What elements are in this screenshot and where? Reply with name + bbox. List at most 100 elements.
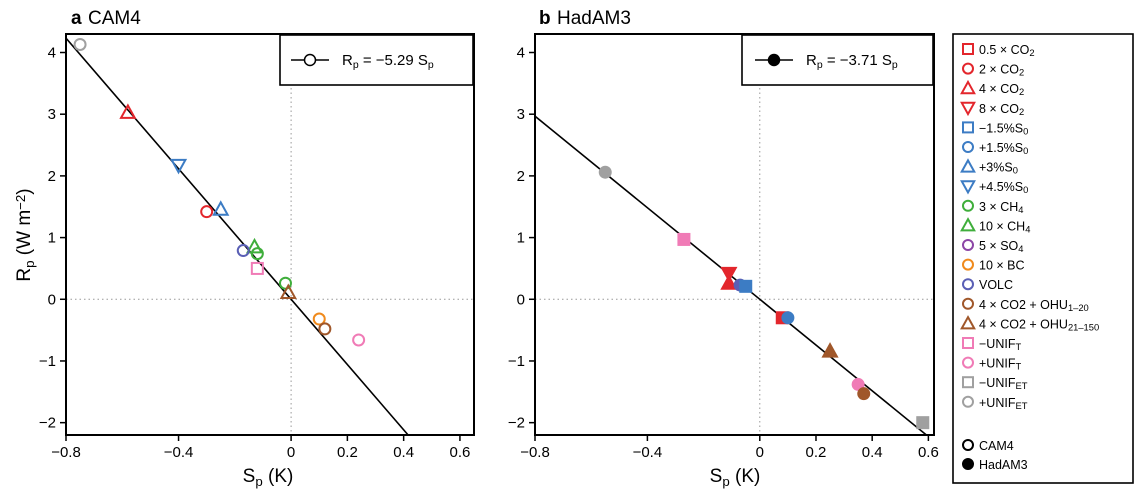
legend-label: 8 × CO2	[979, 102, 1024, 117]
panel-b-fit-line	[535, 115, 928, 435]
legend-label: VOLC	[979, 278, 1013, 292]
legend-entry: +4.5%S0	[960, 180, 1028, 195]
legend-model-marker	[962, 458, 974, 470]
panel-a-point	[119, 103, 137, 119]
panel-b-xtick-label: 0	[756, 444, 764, 461]
legend-marker	[960, 315, 976, 330]
panel-b-point	[720, 266, 738, 283]
panel-b-title: HadAM3	[557, 8, 631, 29]
legend-entry: 4 × CO2 + OHU21–150	[960, 315, 1099, 333]
legend-entry: +UNIFT	[962, 356, 1021, 372]
panel-a-xtick-label: −0.4	[164, 444, 194, 461]
panel-b-point	[677, 232, 691, 246]
panel-b-point	[857, 387, 871, 401]
panel-a-fit-legend: Rp = −5.29 Sp	[279, 34, 474, 86]
legend-label: 0.5 × CO2	[979, 43, 1035, 58]
panel-b-xtick-label: −0.4	[633, 444, 663, 461]
legend-frame	[952, 33, 1134, 484]
legend-entry: 4 × CO2	[960, 79, 1024, 97]
panel-b-points	[598, 165, 930, 430]
legend: 0.5 × CO2 2 × CO2 4 × CO2 8 × CO2 −1.5%S0 +1.…	[952, 33, 1134, 484]
legend-marker	[962, 258, 974, 271]
legend-marker	[962, 43, 974, 55]
legend-model-label: HadAM3	[979, 458, 1028, 472]
panel-a-ylabel: Rp (W m−2)	[13, 188, 37, 281]
legend-entry: 10 × BC	[962, 258, 1025, 273]
panel-b-xtick-label: 0.2	[806, 444, 827, 461]
panel-a-xlabel: Sp (K)	[243, 466, 294, 489]
panel-b-xtick-label: −0.8	[520, 444, 550, 461]
panel-b-point	[720, 274, 738, 290]
legend-model-entry: CAM4	[962, 439, 1014, 453]
legend-label: 4 × CO2 + OHU21–150	[979, 317, 1099, 332]
legend-label: 4 × CO2 + OHU1–20	[979, 298, 1089, 313]
legend-entry: 3 × CH4	[962, 199, 1023, 215]
legend-entry: +3%S0	[960, 158, 1018, 176]
legend-marker	[962, 356, 974, 369]
legend-marker	[962, 337, 974, 349]
panel-b-fit-legend: Rp = −3.71 Sp	[741, 34, 934, 86]
legend-entry: +UNIFET	[962, 395, 1028, 411]
panel-a-xtick-label: 0	[287, 444, 295, 461]
legend-label: 2 × CO2	[979, 63, 1024, 78]
panel-a-point	[169, 158, 188, 175]
legend-marker	[962, 62, 974, 75]
legend-label: +UNIFET	[979, 396, 1028, 411]
panel-b-fit-label: Rp = −3.71 Sp	[806, 52, 898, 71]
panel-a-title: CAM4	[88, 8, 141, 29]
panel-a-points	[73, 37, 366, 347]
panel-a-xtick-label: 0.2	[337, 444, 358, 461]
legend-label: 10 × CH4	[979, 219, 1030, 234]
legend-label: +1.5%S0	[979, 141, 1028, 156]
panel-a-xtick-label: −0.8	[51, 444, 81, 461]
legend-label: 4 × CO2	[979, 82, 1024, 97]
panel-b-letter: b	[539, 8, 551, 29]
legend-entry: 2 × CO2	[962, 62, 1024, 78]
panel-a-ytick-label: 0	[48, 291, 56, 308]
panel-b-xlabel: Sp (K)	[710, 466, 761, 489]
panel-b-ytick-label: 0	[517, 291, 525, 308]
panel-a-frame	[65, 33, 475, 436]
panel-b-point	[739, 279, 753, 293]
legend-marker	[962, 395, 974, 408]
panel-b-regression-line	[535, 115, 928, 435]
legend-entry: VOLC	[962, 278, 1013, 292]
legend-entry: 8 × CO2	[960, 101, 1024, 117]
panel-a-ytick-label: −2	[39, 415, 56, 432]
panel-b-point	[821, 342, 839, 358]
panel-a: a CAM4 −0.8 −0.4 0 0.2 0.4 0.6 −2 −1 0 1 2 3 4 Rp = …	[13, 8, 475, 489]
panel-a-point	[73, 37, 87, 51]
legend-entry: 5 × SO4	[962, 239, 1023, 254]
legend-label: −UNIFET	[979, 376, 1028, 391]
panel-b-xtick-label: 0.6	[918, 444, 939, 461]
legend-marker	[962, 121, 974, 134]
legend-model-label: CAM4	[979, 439, 1014, 453]
panel-b-ytick-label: 3	[517, 106, 525, 123]
panel-a-point	[245, 237, 264, 254]
panel-b-frame	[534, 33, 935, 436]
legend-marker	[962, 376, 974, 389]
legend-entry: 4 × CO2 + OHU1–20	[962, 297, 1089, 313]
legend-label: 5 × SO4	[979, 239, 1023, 254]
panel-a-point	[279, 283, 297, 299]
panel-a-point	[250, 261, 264, 275]
legend-label: +4.5%S0	[979, 180, 1028, 195]
panel-a-point	[236, 244, 250, 258]
legend-label: +3%S0	[979, 161, 1018, 176]
legend-entry: −1.5%S0	[962, 121, 1028, 137]
legend-marker	[962, 199, 974, 212]
legend-marker	[962, 278, 974, 291]
panel-a-letter: a	[71, 8, 82, 29]
panel-b-point	[598, 165, 612, 179]
legend-marker	[962, 297, 974, 310]
legend-model-marker	[962, 439, 974, 451]
panel-a-point	[212, 200, 230, 216]
panel-b-ytick-label: −1	[508, 353, 525, 370]
panel-b-ytick-label: −2	[508, 415, 525, 432]
legend-label: −UNIFT	[979, 337, 1021, 352]
panel-a-ytick-label: 2	[48, 168, 56, 185]
legend-marker	[962, 141, 974, 153]
legend-model-entry: HadAM3	[962, 458, 1028, 472]
legend-marker	[960, 101, 976, 117]
